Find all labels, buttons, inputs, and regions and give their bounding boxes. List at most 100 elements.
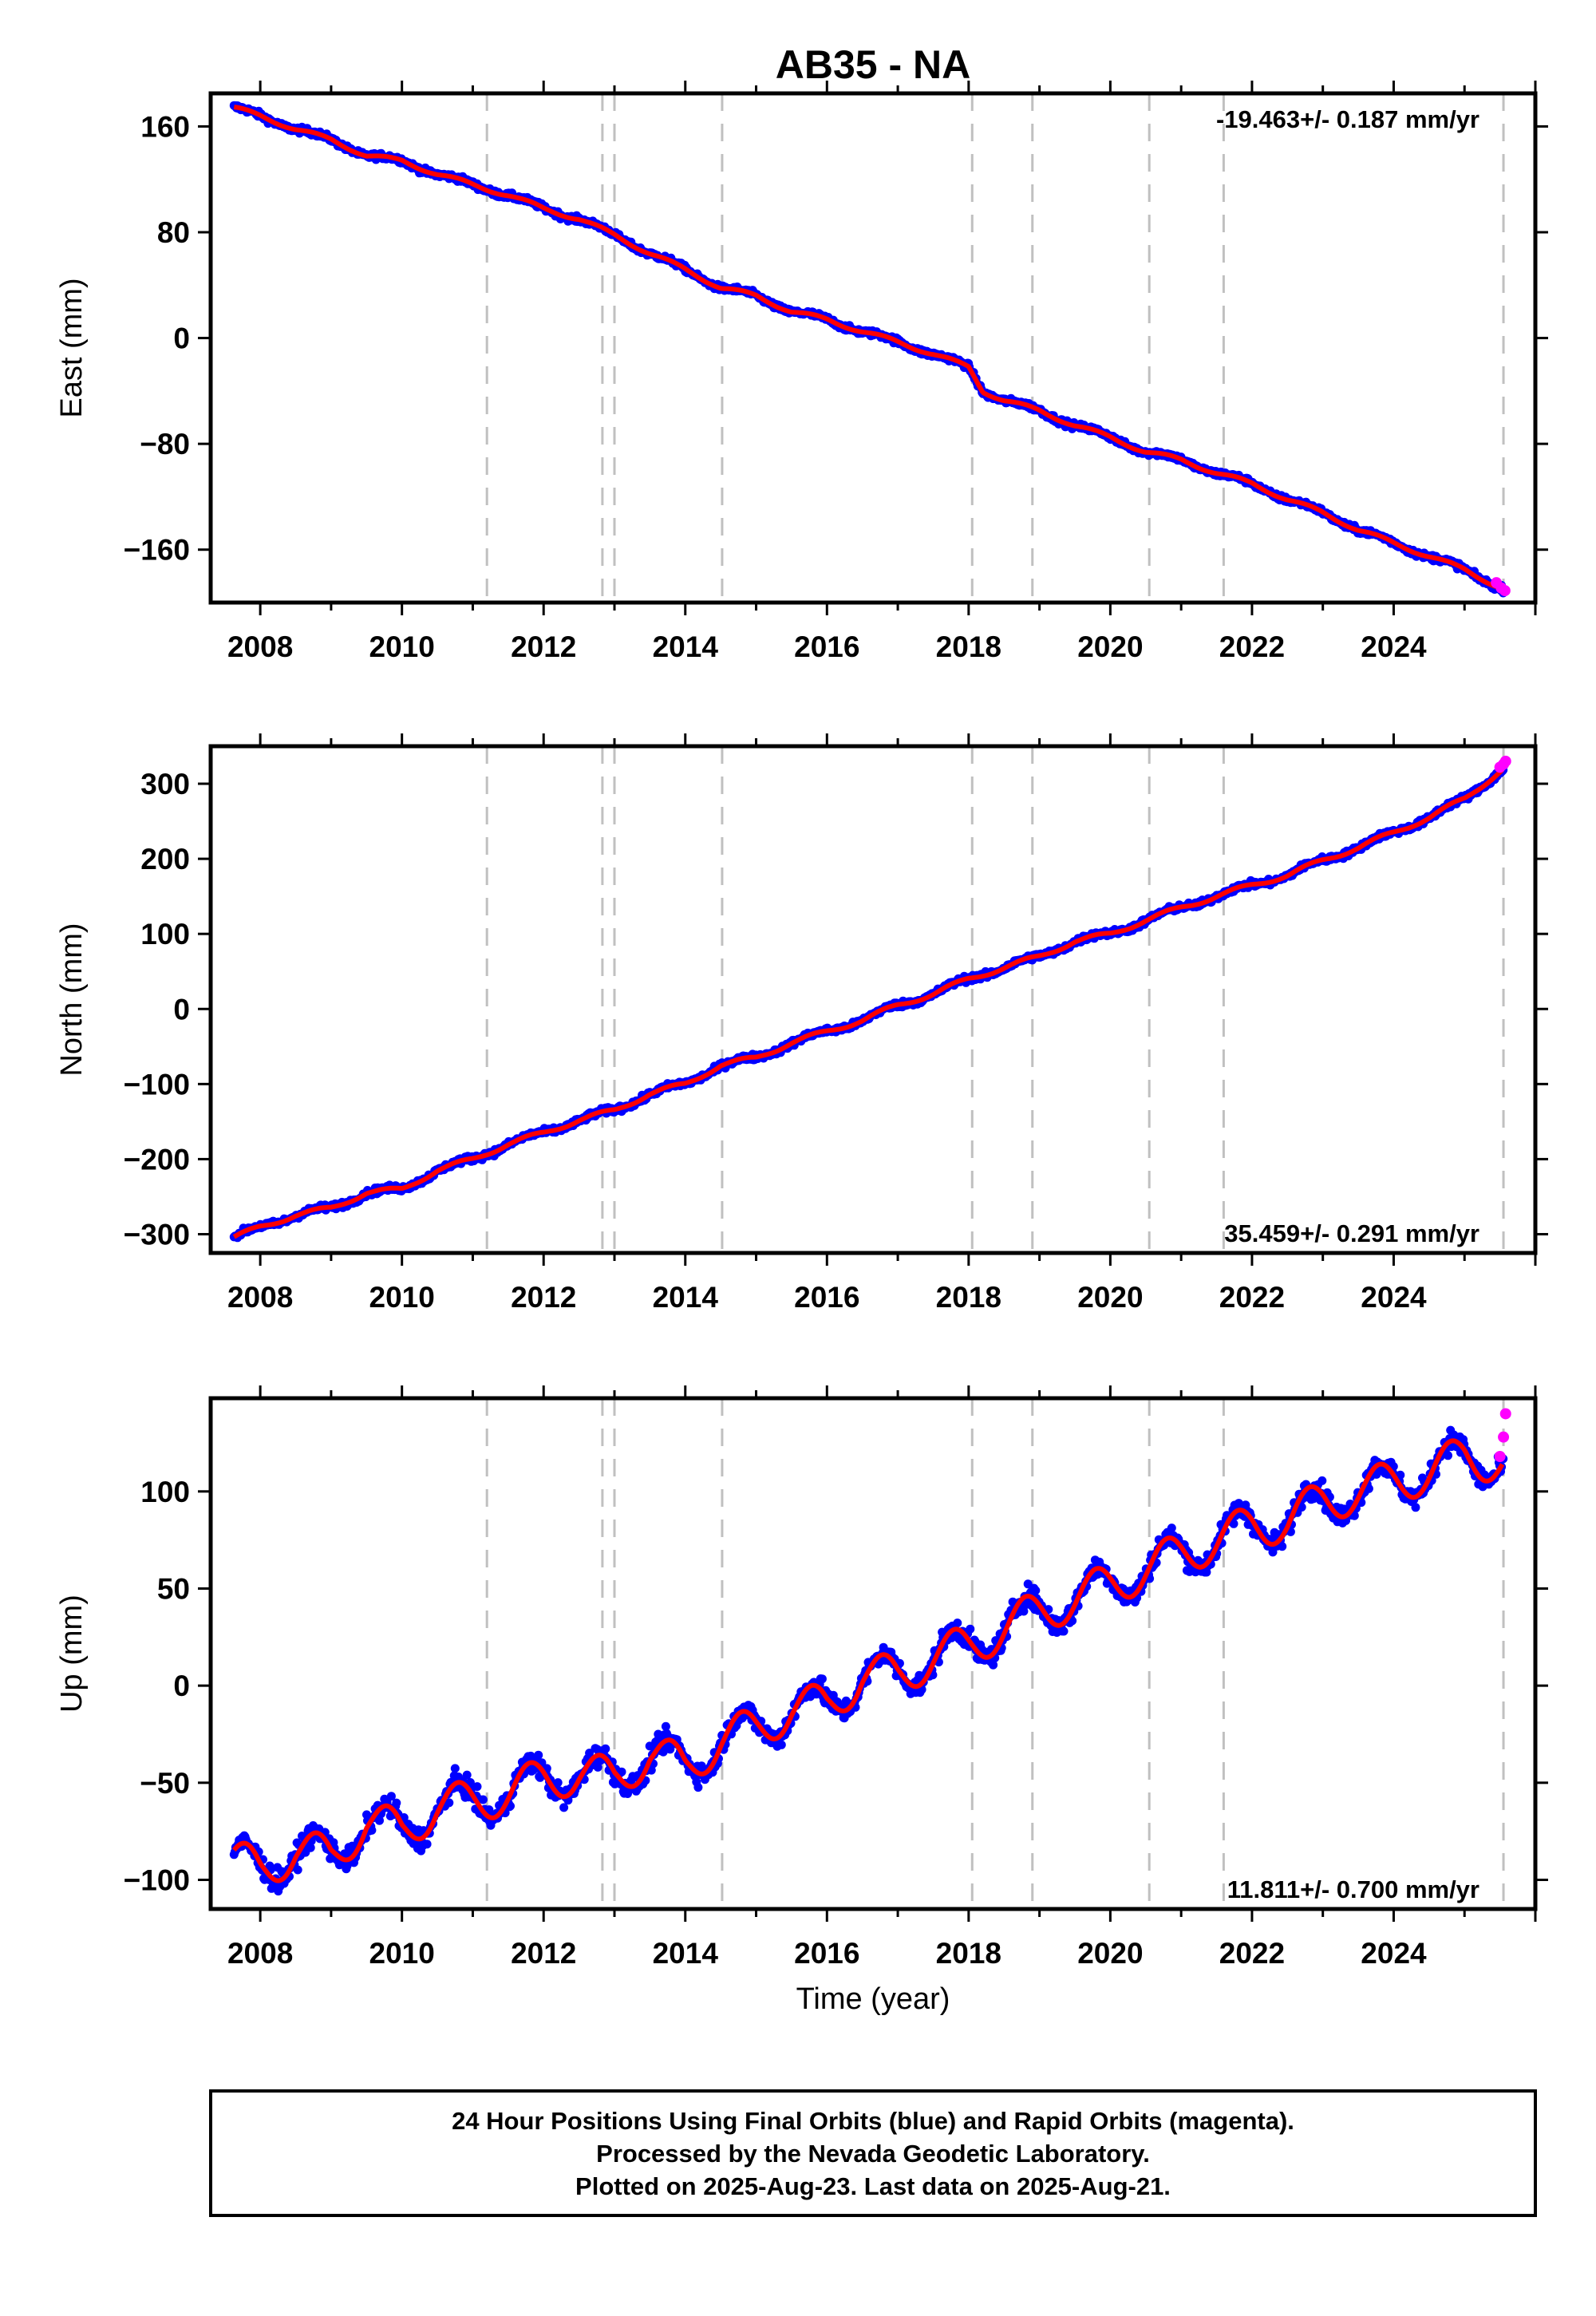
velocity-rate-label: -19.463+/- 0.187 mm/yr	[1216, 105, 1479, 133]
rapid-orbit-point	[1499, 1408, 1511, 1420]
final-orbit-point	[478, 1795, 488, 1804]
final-orbit-point	[661, 1721, 670, 1731]
final-orbit-point	[462, 1770, 472, 1780]
final-orbit-point	[601, 1744, 610, 1753]
final-orbit-point	[1411, 1503, 1420, 1512]
x-tick-label: 2012	[511, 1281, 576, 1314]
north-final-orbits-points	[229, 764, 1508, 1243]
x-tick-label: 2020	[1077, 630, 1143, 663]
final-orbit-point	[1297, 1503, 1306, 1512]
final-orbit-point	[559, 1803, 569, 1812]
x-axis-title: Time (year)	[796, 1982, 950, 2016]
east-final-orbits-points	[229, 101, 1508, 598]
final-orbit-point	[306, 1843, 315, 1852]
y-tick-label: 80	[157, 216, 190, 249]
final-orbit-point	[386, 1792, 396, 1801]
x-tick-label: 2014	[653, 630, 719, 663]
east-panel: 2008 2010 2012 2014 2016 2018 2020 2022 2024 −160…	[55, 81, 1548, 663]
final-orbit-point	[1031, 1586, 1041, 1595]
x-tick-label: 2010	[369, 1937, 435, 1970]
plot-frame	[208, 744, 1538, 1255]
final-orbit-point	[392, 1798, 401, 1808]
x-tick-label: 2008	[227, 1281, 293, 1314]
velocity-rate-label: 35.459+/- 0.291 mm/yr	[1224, 1219, 1479, 1247]
final-orbit-point	[1396, 1470, 1405, 1480]
x-tick-label: 2018	[936, 1937, 1001, 1970]
x-tick-label: 2020	[1077, 1281, 1143, 1314]
x-tick-label: 2016	[794, 1937, 859, 1970]
y-tick-label: 100	[140, 918, 190, 951]
final-orbit-point	[450, 1764, 460, 1773]
final-orbit-point	[1317, 1476, 1327, 1485]
y-tick-label: −80	[140, 428, 190, 460]
x-tick-label: 2018	[936, 630, 1001, 663]
x-tick-label: 2008	[227, 1937, 293, 1970]
final-orbit-point	[1059, 1626, 1069, 1636]
final-orbit-point	[375, 1816, 384, 1825]
y-tick-label: −100	[124, 1863, 190, 1896]
x-tick-label: 2016	[794, 630, 859, 663]
final-orbit-point	[953, 1618, 962, 1628]
final-orbit-point	[1019, 1607, 1029, 1616]
north-model-line	[232, 768, 1504, 1239]
x-tick-label: 2024	[1361, 1937, 1427, 1970]
final-orbit-point	[422, 1840, 432, 1849]
y-tick-label: 50	[157, 1572, 190, 1605]
y-tick-label: 300	[140, 768, 190, 800]
y-axis-title: North (mm)	[55, 923, 89, 1076]
final-orbit-point	[534, 1750, 543, 1760]
y-tick-label: 0	[173, 322, 190, 355]
final-orbit-point	[367, 1825, 377, 1835]
x-tick-label: 2014	[653, 1937, 719, 1970]
footer-box: 24 Hour Positions Using Final Orbits (bl…	[209, 2089, 1537, 2217]
final-orbit-point	[1229, 1519, 1238, 1528]
rapid-orbit-point	[1499, 755, 1511, 767]
final-orbit-point	[617, 1767, 626, 1777]
plot-frame	[208, 91, 1538, 605]
x-tick-label: 2012	[511, 1937, 576, 1970]
y-axis-title: East (mm)	[55, 278, 89, 417]
x-tick-label: 2020	[1077, 1937, 1143, 1970]
x-tick-label: 2022	[1219, 1281, 1285, 1314]
y-tick-label: 0	[173, 993, 190, 1026]
final-orbit-point	[693, 1783, 703, 1792]
y-tick-label: 160	[140, 110, 190, 143]
y-tick-label: −300	[124, 1218, 190, 1251]
final-orbit-point	[1167, 1524, 1176, 1533]
y-tick-label: −100	[124, 1068, 190, 1101]
final-orbit-point	[465, 1778, 475, 1787]
final-orbit-point	[1278, 1542, 1287, 1551]
x-tick-label: 2024	[1361, 1281, 1427, 1314]
chart-title: AB35 - NA	[776, 42, 970, 87]
plot-frame	[208, 1396, 1538, 1911]
north-panel: 2008 2010 2012 2014 2016 2018 2020 2022 2024−300…	[55, 733, 1548, 1314]
rapid-orbit-point	[1498, 1431, 1510, 1443]
final-orbit-point	[966, 1624, 975, 1634]
final-orbit-point	[989, 1660, 998, 1670]
y-axis-title: Up (mm)	[55, 1595, 89, 1713]
x-tick-label: 2008	[227, 630, 293, 663]
final-orbit-point	[776, 1740, 786, 1749]
x-tick-label: 2012	[511, 630, 576, 663]
rapid-orbit-point	[1499, 585, 1511, 597]
final-orbit-point	[1364, 1484, 1373, 1493]
final-orbit-point	[472, 1782, 482, 1792]
x-tick-label: 2022	[1219, 630, 1285, 663]
x-tick-label: 2010	[369, 1281, 435, 1314]
y-tick-label: −200	[124, 1143, 190, 1176]
y-tick-label: 0	[173, 1670, 190, 1702]
y-tick-label: 100	[140, 1476, 190, 1508]
x-tick-label: 2010	[369, 630, 435, 663]
final-orbit-point	[293, 1865, 302, 1875]
rapid-orbit-point	[1494, 1451, 1506, 1463]
footer-line-3: Plotted on 2025-Aug-23. Last data on 202…	[575, 2172, 1171, 2200]
x-tick-label: 2024	[1361, 630, 1427, 663]
x-tick-label: 2022	[1219, 1937, 1285, 1970]
y-tick-label: −160	[124, 534, 190, 567]
final-orbit-point	[1349, 1511, 1359, 1520]
footer-line-1: 24 Hour Positions Using Final Orbits (bl…	[452, 2107, 1294, 2135]
x-tick-label: 2016	[794, 1281, 859, 1314]
footer-line-2: Processed by the Nevada Geodetic Laborat…	[596, 2140, 1150, 2168]
velocity-rate-label: 11.811+/- 0.700 mm/yr	[1227, 1875, 1479, 1903]
